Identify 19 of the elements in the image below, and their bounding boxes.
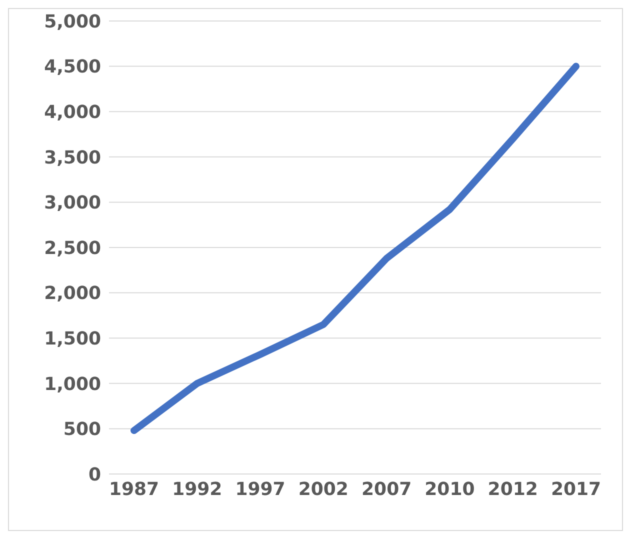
y-tick-label: 4,500 bbox=[44, 56, 101, 78]
x-tick-label: 1987 bbox=[108, 478, 160, 500]
y-tick-label: 2,500 bbox=[44, 238, 101, 259]
x-tick-label: 2007 bbox=[362, 478, 412, 500]
x-tick-label: 1997 bbox=[235, 478, 286, 500]
y-tick-label: 3,000 bbox=[44, 192, 101, 214]
y-tick-label: 0 bbox=[88, 464, 101, 486]
x-tick-label: 1992 bbox=[172, 478, 222, 500]
y-tick-label: 1,000 bbox=[44, 374, 101, 395]
x-tick-label: 2010 bbox=[424, 478, 475, 500]
y-tick-label: 500 bbox=[63, 419, 101, 440]
x-tick-label: 2017 bbox=[550, 478, 602, 500]
y-tick-label: 1,500 bbox=[44, 328, 101, 350]
y-tick-label: 3,500 bbox=[44, 147, 101, 168]
y-tick-label: 2,000 bbox=[44, 283, 101, 304]
x-tick-label: 2012 bbox=[488, 478, 538, 500]
y-tick-label: 5,000 bbox=[44, 11, 101, 32]
y-tick-label: 4,000 bbox=[44, 102, 101, 123]
x-tick-label: 2002 bbox=[298, 478, 348, 500]
